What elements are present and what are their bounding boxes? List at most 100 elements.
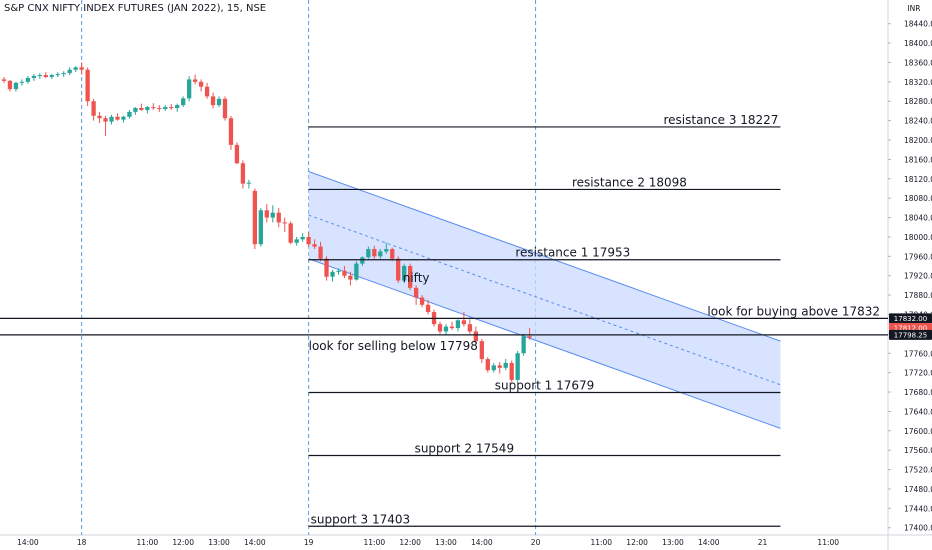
- time-tick-label: 12:00: [172, 538, 194, 547]
- candle-body: [210, 96, 216, 106]
- candle-body: [372, 249, 377, 257]
- level-label: support 3 17403: [311, 512, 411, 526]
- time-tick-label: 14:00: [471, 538, 493, 547]
- price-axis-unit: INR: [907, 4, 920, 13]
- candle-body: [294, 239, 299, 243]
- time-tick-label: 21: [758, 538, 768, 547]
- candle-body: [342, 270, 347, 276]
- candle-body: [300, 236, 305, 240]
- candle-body: [413, 287, 419, 298]
- price-tick-label: 18320.00: [904, 78, 932, 87]
- channel-upper-line: [308, 171, 781, 342]
- candle-body: [163, 107, 168, 109]
- channel-fill: [308, 171, 781, 429]
- candle-body: [25, 77, 31, 82]
- candle-body: [461, 320, 467, 325]
- candle-body: [384, 249, 389, 252]
- candle-body: [115, 116, 120, 120]
- candle-body: [175, 105, 180, 109]
- candle-body: [485, 359, 490, 371]
- price-tick-label: 17880.00: [904, 291, 932, 300]
- price-tick-label: 17520.00: [904, 466, 932, 475]
- candle-body: [151, 107, 156, 109]
- time-tick-label: 13:00: [435, 538, 457, 547]
- time-tick-label: 13:00: [662, 538, 684, 547]
- price-tick-label: 18200.00: [904, 136, 932, 145]
- candle-body: [491, 365, 496, 371]
- price-tag: [889, 313, 932, 324]
- candle-body: [192, 79, 198, 82]
- candle-body: [473, 331, 479, 342]
- time-tick-label: 18: [77, 538, 87, 547]
- candle-body: [437, 324, 443, 332]
- candle-body: [366, 249, 371, 258]
- candle-body: [467, 324, 473, 332]
- level-label: resistance 3 18227: [663, 113, 778, 127]
- price-tick-label: 18360.00: [904, 58, 932, 67]
- candle-body: [306, 236, 311, 245]
- candle-body: [61, 73, 66, 75]
- candle-body: [37, 75, 42, 77]
- candle-body: [133, 108, 138, 112]
- candle-body: [240, 163, 246, 184]
- candle-body: [282, 222, 287, 224]
- candle-body: [228, 118, 234, 145]
- candle-body: [103, 118, 108, 122]
- candle-body: [264, 210, 269, 218]
- candle-body: [318, 246, 323, 259]
- candle-body: [1, 79, 7, 81]
- candle-body: [198, 81, 204, 87]
- price-tick-label: 17560.00: [904, 446, 932, 455]
- time-tick-label: 14:00: [698, 538, 720, 547]
- candle-body: [13, 82, 19, 90]
- candle-body: [348, 275, 353, 280]
- candle-body: [246, 182, 252, 184]
- level-label: support 2 17549: [415, 442, 515, 456]
- price-tick-label: 17760.00: [904, 349, 932, 358]
- candle-body: [55, 74, 60, 76]
- candle-body: [402, 266, 407, 281]
- candle-body: [79, 67, 84, 70]
- time-tick-label: 14:00: [17, 538, 39, 547]
- candle-body: [139, 108, 144, 110]
- level-label: resistance 2 18098: [572, 175, 687, 189]
- candle-body: [425, 304, 431, 313]
- candle-body: [479, 341, 484, 360]
- time-tick-label: 11:00: [817, 538, 839, 547]
- candle-body: [503, 362, 508, 368]
- candle-body: [378, 251, 383, 257]
- price-tick-label: 17920.00: [904, 272, 932, 281]
- annotation-label: nifty: [403, 271, 430, 285]
- candle-body: [222, 98, 228, 119]
- candle-body: [121, 116, 126, 120]
- candle-body: [91, 101, 96, 116]
- candle-body: [145, 107, 150, 110]
- price-tick-label: 17440.00: [904, 504, 932, 513]
- time-tick-label: 20: [531, 538, 541, 547]
- candle-body: [324, 258, 329, 277]
- candle-body: [449, 326, 455, 329]
- candle-body: [216, 98, 222, 106]
- price-tick-label: 17400.00: [904, 524, 932, 533]
- price-tag-label: 17812.00: [894, 325, 927, 333]
- time-tick-label: 14:00: [244, 538, 266, 547]
- candle-body: [181, 98, 186, 106]
- time-tick-label: 12:00: [399, 538, 421, 547]
- price-tag-label: 17832.00: [894, 315, 927, 323]
- price-tick-label: 18080.00: [904, 194, 932, 203]
- price-tick-label: 18400.00: [904, 39, 932, 48]
- price-tick-label: 18240.00: [904, 117, 932, 126]
- time-tick-label: 12:00: [626, 538, 648, 547]
- time-tick-label: 13:00: [208, 538, 230, 547]
- level-label: resistance 1 17953: [515, 246, 630, 260]
- time-tick-label: 11:00: [364, 538, 386, 547]
- level-label: support 1 17679: [495, 379, 595, 393]
- price-tick-label: 17480.00: [904, 485, 932, 494]
- price-tag-label: 17798.25: [894, 331, 927, 339]
- candle-body: [31, 76, 37, 78]
- candle-body: [509, 362, 514, 380]
- candle-body: [187, 79, 192, 99]
- price-tick-label: 18120.00: [904, 175, 932, 184]
- candle-body: [527, 336, 532, 338]
